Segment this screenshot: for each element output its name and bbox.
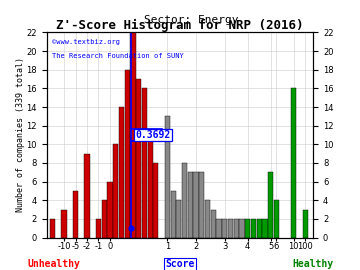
Bar bbox=[165, 116, 170, 238]
Text: Healthy: Healthy bbox=[293, 259, 334, 269]
Bar bbox=[153, 163, 158, 238]
Bar bbox=[274, 200, 279, 238]
Bar bbox=[251, 219, 256, 238]
Text: ©www.textbiz.org: ©www.textbiz.org bbox=[52, 39, 120, 45]
Bar bbox=[205, 200, 210, 238]
Bar bbox=[234, 219, 239, 238]
Bar bbox=[148, 135, 153, 238]
Bar bbox=[193, 172, 199, 238]
Bar bbox=[262, 219, 267, 238]
Bar bbox=[239, 219, 244, 238]
Bar bbox=[113, 144, 118, 238]
Text: Unhealthy: Unhealthy bbox=[28, 259, 80, 269]
Bar bbox=[171, 191, 176, 238]
Bar bbox=[228, 219, 233, 238]
Title: Z'-Score Histogram for NRP (2016): Z'-Score Histogram for NRP (2016) bbox=[56, 19, 304, 32]
Bar bbox=[199, 172, 204, 238]
Bar bbox=[211, 210, 216, 238]
Bar bbox=[268, 172, 273, 238]
Bar bbox=[130, 32, 135, 238]
Bar bbox=[136, 79, 141, 238]
Bar bbox=[188, 172, 193, 238]
Bar bbox=[96, 219, 101, 238]
Bar bbox=[73, 191, 78, 238]
Bar bbox=[216, 219, 222, 238]
Bar bbox=[257, 219, 262, 238]
Bar bbox=[222, 219, 228, 238]
Bar bbox=[102, 200, 107, 238]
Text: Score: Score bbox=[165, 259, 195, 269]
Text: The Research Foundation of SUNY: The Research Foundation of SUNY bbox=[52, 53, 184, 59]
Text: Sector: Energy: Sector: Energy bbox=[144, 15, 238, 25]
Bar bbox=[125, 70, 130, 238]
Text: 0.3692: 0.3692 bbox=[135, 130, 171, 140]
Bar bbox=[182, 163, 187, 238]
Bar bbox=[107, 182, 113, 238]
Bar bbox=[176, 200, 181, 238]
Y-axis label: Number of companies (339 total): Number of companies (339 total) bbox=[16, 58, 25, 212]
Bar bbox=[302, 210, 308, 238]
Bar bbox=[291, 88, 296, 238]
Bar bbox=[84, 154, 90, 238]
Bar bbox=[50, 219, 55, 238]
Bar bbox=[245, 219, 250, 238]
Bar bbox=[119, 107, 124, 238]
Bar bbox=[62, 210, 67, 238]
Bar bbox=[142, 88, 147, 238]
